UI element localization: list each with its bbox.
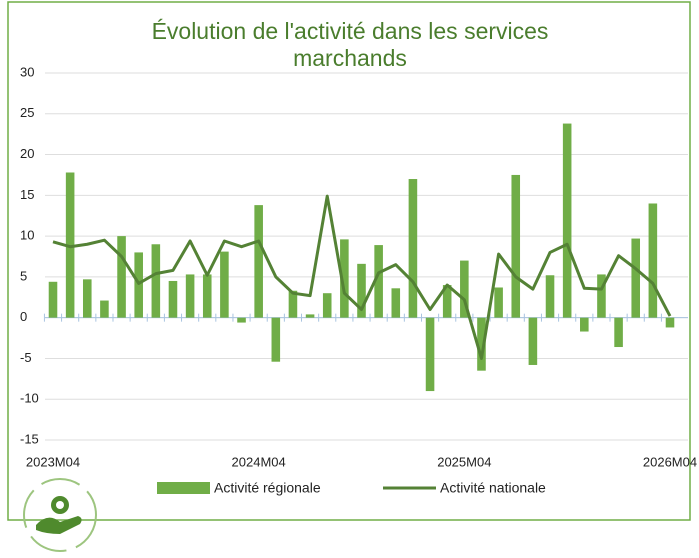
bar [220, 251, 229, 318]
chart-frame [7, 1, 691, 521]
bar [648, 203, 658, 318]
legend-swatch [157, 482, 210, 494]
bar [322, 293, 332, 318]
bar [340, 239, 349, 318]
y-tick-label: 15 [20, 187, 34, 202]
x-tick-label: 2023M04 [26, 454, 80, 469]
bar [65, 172, 75, 318]
legend-label: Activité nationale [440, 480, 546, 496]
bar [82, 279, 92, 318]
bar [442, 285, 452, 318]
bar [100, 300, 109, 318]
y-tick-label: 10 [20, 228, 34, 243]
x-tick-label: 2025M04 [437, 454, 491, 469]
line [52, 194, 672, 360]
bar [580, 317, 589, 332]
bar [408, 179, 418, 318]
bar [494, 287, 503, 318]
bar [425, 317, 435, 392]
bar [271, 317, 281, 362]
y-tick-label: 5 [20, 268, 27, 283]
y-tick-label: -5 [20, 350, 32, 365]
y-tick-label: 0 [20, 309, 27, 324]
y-tick-label: -15 [20, 431, 39, 446]
bar [117, 236, 126, 318]
bar [460, 260, 469, 318]
legend-label: Activité régionale [214, 480, 321, 496]
y-tick-label: 30 [20, 64, 34, 79]
bar [254, 205, 263, 318]
bar [391, 288, 401, 318]
bar [511, 174, 521, 318]
y-tick-label: -10 [20, 391, 39, 406]
bar [597, 274, 606, 318]
bar [288, 290, 298, 318]
bar [665, 317, 675, 328]
chart-title: Évolution de l'activité dans les service… [151, 18, 549, 71]
y-tick-label: 20 [20, 146, 34, 161]
bar [477, 317, 486, 371]
bar [357, 263, 366, 318]
bar [185, 274, 195, 318]
bar [528, 317, 538, 365]
bar [562, 123, 572, 318]
bar [305, 314, 315, 318]
bar [374, 245, 383, 318]
bar [134, 252, 143, 318]
x-tick-label: 2024M04 [232, 454, 286, 469]
bar [545, 275, 555, 318]
bar [631, 238, 641, 318]
bar [151, 244, 161, 318]
bar [48, 281, 58, 318]
bar [168, 280, 178, 318]
icon [23, 478, 97, 552]
bar [202, 274, 212, 318]
y-tick-label: 25 [20, 105, 34, 120]
bar [237, 317, 246, 323]
x-tick-label: 2026M04 [643, 454, 697, 469]
bar [614, 317, 623, 348]
